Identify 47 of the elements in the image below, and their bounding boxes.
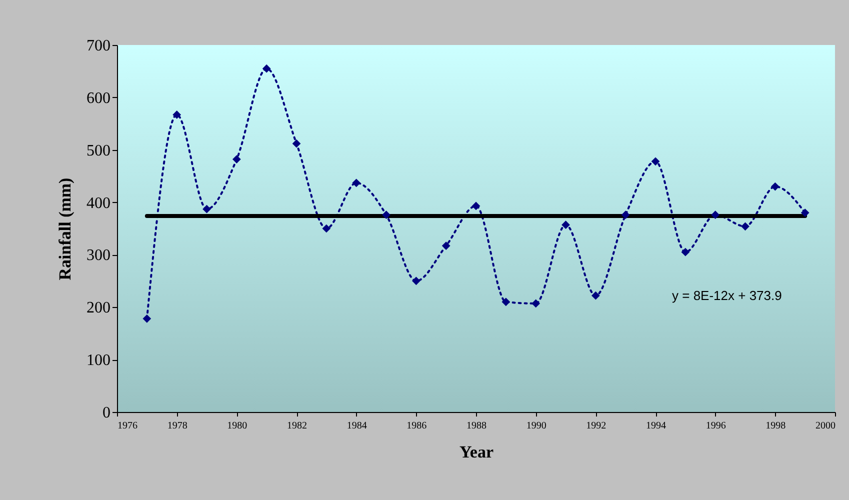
x-tick-label: 2000: [816, 420, 836, 432]
point: [651, 157, 660, 166]
x-tick-label: 1982: [287, 420, 307, 432]
x-tick-label: 1998: [766, 420, 786, 432]
x-tick-label: 1994: [646, 420, 666, 432]
point: [562, 220, 570, 230]
point: [322, 224, 331, 233]
y-tick-label: 400: [86, 194, 110, 212]
point: [292, 139, 301, 148]
point: [591, 291, 600, 300]
point: [502, 298, 510, 306]
x-tick-label: 1980: [227, 420, 248, 432]
point: [621, 210, 630, 220]
x-tick-label: 1984: [346, 420, 367, 432]
point: [232, 155, 241, 164]
x-tick-label: 1996: [706, 420, 726, 432]
point: [770, 182, 780, 191]
point: [142, 314, 152, 323]
point: [262, 64, 271, 73]
x-tick-label: 1988: [466, 420, 486, 432]
x-tick-label: 1990: [526, 420, 546, 432]
point: [202, 204, 211, 214]
y-tick-label: 600: [86, 90, 110, 107]
y-tick-label: 200: [86, 300, 110, 317]
x-tick-label: 1986: [406, 420, 427, 432]
annotation: y = 8E-12x + 373.9: [672, 288, 782, 303]
y-tick-label: 100: [86, 352, 110, 370]
y-tick-label: 300: [86, 247, 110, 264]
point: [442, 242, 450, 250]
point: [412, 276, 420, 286]
point: [172, 110, 182, 119]
point: [800, 208, 810, 217]
point: [382, 210, 390, 220]
x-tick-label: 1992: [586, 420, 606, 432]
point: [681, 248, 690, 256]
point: [711, 210, 720, 220]
y-tick-label: 0: [102, 404, 110, 422]
y-axis-title: Rainfall (mm): [56, 178, 74, 280]
point: [472, 202, 480, 210]
y-tick-label: 700: [86, 38, 110, 54]
point: [352, 178, 361, 188]
point: [741, 222, 750, 231]
point: [532, 299, 540, 308]
x-tick-label: 1978: [167, 420, 188, 432]
x-axis-title: Year: [460, 442, 494, 462]
y-tick-label: 500: [86, 142, 110, 160]
x-tick-label: 1976: [118, 420, 138, 432]
